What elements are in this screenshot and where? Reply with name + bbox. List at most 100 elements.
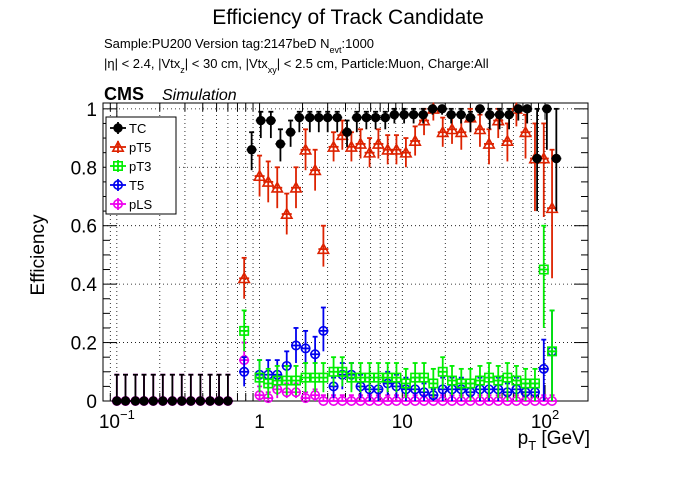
x-tick-exponent: −1 — [120, 407, 135, 422]
point-pt5 — [327, 139, 341, 152]
point-tc — [446, 109, 456, 120]
point-pt5 — [545, 201, 559, 214]
subtitle-vtx-xy-subscript: xy — [268, 65, 278, 75]
point-pt5 — [354, 137, 368, 149]
legend-marker-pls — [113, 199, 124, 210]
legend-label-pt5: pT5 — [129, 140, 151, 155]
point-tc — [120, 396, 131, 406]
point-pt5 — [289, 180, 303, 193]
y-tick-label: 0.6 — [71, 217, 97, 238]
point-tc — [352, 112, 362, 123]
point-pt3 — [291, 375, 302, 386]
point-tc — [522, 104, 532, 114]
point-pt3 — [272, 375, 283, 386]
point-tc — [542, 104, 552, 114]
y-tick-label: 1 — [86, 100, 97, 121]
point-tc — [456, 109, 466, 120]
point-tc — [246, 145, 257, 155]
point-pt3 — [239, 325, 250, 336]
point-tc — [513, 104, 524, 114]
point-tc — [195, 396, 206, 406]
y-axis-label: Efficiency — [28, 214, 49, 295]
point-tc — [314, 112, 324, 123]
point-pt5 — [261, 175, 275, 187]
y-tick-label: 0.2 — [71, 334, 97, 355]
point-tc — [485, 109, 495, 120]
point-tc — [408, 109, 419, 120]
legend-marker-t5 — [113, 180, 124, 191]
point-pt3 — [281, 375, 292, 386]
point-pt5 — [270, 180, 284, 193]
subtitle-cuts-eta: |η| < 2.4, |Vtx — [104, 56, 181, 71]
point-tc — [465, 112, 476, 123]
point-pt5 — [518, 125, 533, 138]
point-tc — [418, 109, 428, 120]
point-pt3 — [428, 378, 439, 389]
point-pt3 — [419, 372, 430, 383]
point-tc — [294, 112, 305, 123]
point-tc — [223, 396, 233, 406]
x-tick-label: 1 — [254, 412, 265, 433]
point-pt5 — [363, 145, 377, 158]
point-pt5 — [237, 271, 251, 284]
point-pt5 — [389, 142, 404, 155]
point-pt5 — [371, 137, 385, 149]
point-tc — [475, 104, 485, 114]
point-pt3 — [547, 346, 558, 357]
point-pt3 — [520, 378, 531, 389]
point-tc — [342, 127, 352, 137]
legend-marker-pt3 — [113, 161, 124, 172]
point-pt5 — [253, 169, 267, 182]
point-tc — [275, 139, 286, 149]
point-pt3 — [337, 366, 348, 377]
point-tc — [305, 112, 315, 123]
point-tc — [112, 396, 122, 406]
point-pls — [318, 395, 329, 406]
point-pt5 — [381, 142, 395, 155]
point-tc — [389, 109, 400, 120]
point-tc — [380, 112, 390, 123]
legend-label-pt3: pT3 — [129, 159, 151, 174]
legend-label-tc: TC — [129, 121, 146, 136]
point-tc — [551, 153, 562, 164]
subtitle-nevt-subscript: evt — [329, 45, 342, 55]
chart-subtitle-sample: Sample:PU200 Version tag:2147beD Nevt:10… — [104, 36, 374, 55]
point-tc — [158, 396, 168, 406]
point-tc — [437, 104, 447, 114]
x-tick-base: 10 — [531, 412, 552, 433]
subtitle-vtx-z-subscript: z — [180, 65, 185, 75]
point-tc — [285, 127, 296, 137]
point-pt5 — [445, 122, 459, 135]
point-tc — [332, 112, 342, 123]
y-tick-label: 0.8 — [71, 158, 97, 179]
point-tc — [130, 396, 141, 406]
point-pt3 — [373, 372, 384, 383]
x-axis-label-p: p — [518, 428, 529, 449]
x-axis-label: pT [GeV] — [518, 428, 590, 453]
x-tick-exponent: 2 — [552, 407, 559, 422]
point-tc — [266, 115, 276, 126]
x-tick-base: 10 — [392, 412, 413, 433]
point-pt3 — [465, 378, 476, 389]
point-tc — [504, 109, 514, 120]
point-tc — [322, 112, 333, 123]
point-t5 — [239, 366, 250, 377]
point-pt5 — [299, 142, 313, 155]
point-tc — [256, 115, 266, 126]
point-t5 — [291, 340, 302, 351]
point-pt5 — [344, 139, 358, 152]
legend-label-t5: T5 — [129, 178, 144, 193]
x-axis-label-subscript: T — [528, 438, 536, 453]
y-tick-label: 0.4 — [71, 275, 98, 296]
subtitle-cuts-vtxz: | < 30 cm, |Vtx — [185, 56, 268, 71]
point-tc — [399, 109, 409, 120]
point-tc — [167, 396, 178, 406]
point-tc — [205, 396, 215, 406]
point-pt5 — [417, 113, 431, 126]
point-pt5 — [408, 134, 422, 146]
point-tc — [139, 396, 149, 406]
point-pt5 — [454, 125, 468, 138]
legend-marker-tc — [113, 123, 123, 133]
